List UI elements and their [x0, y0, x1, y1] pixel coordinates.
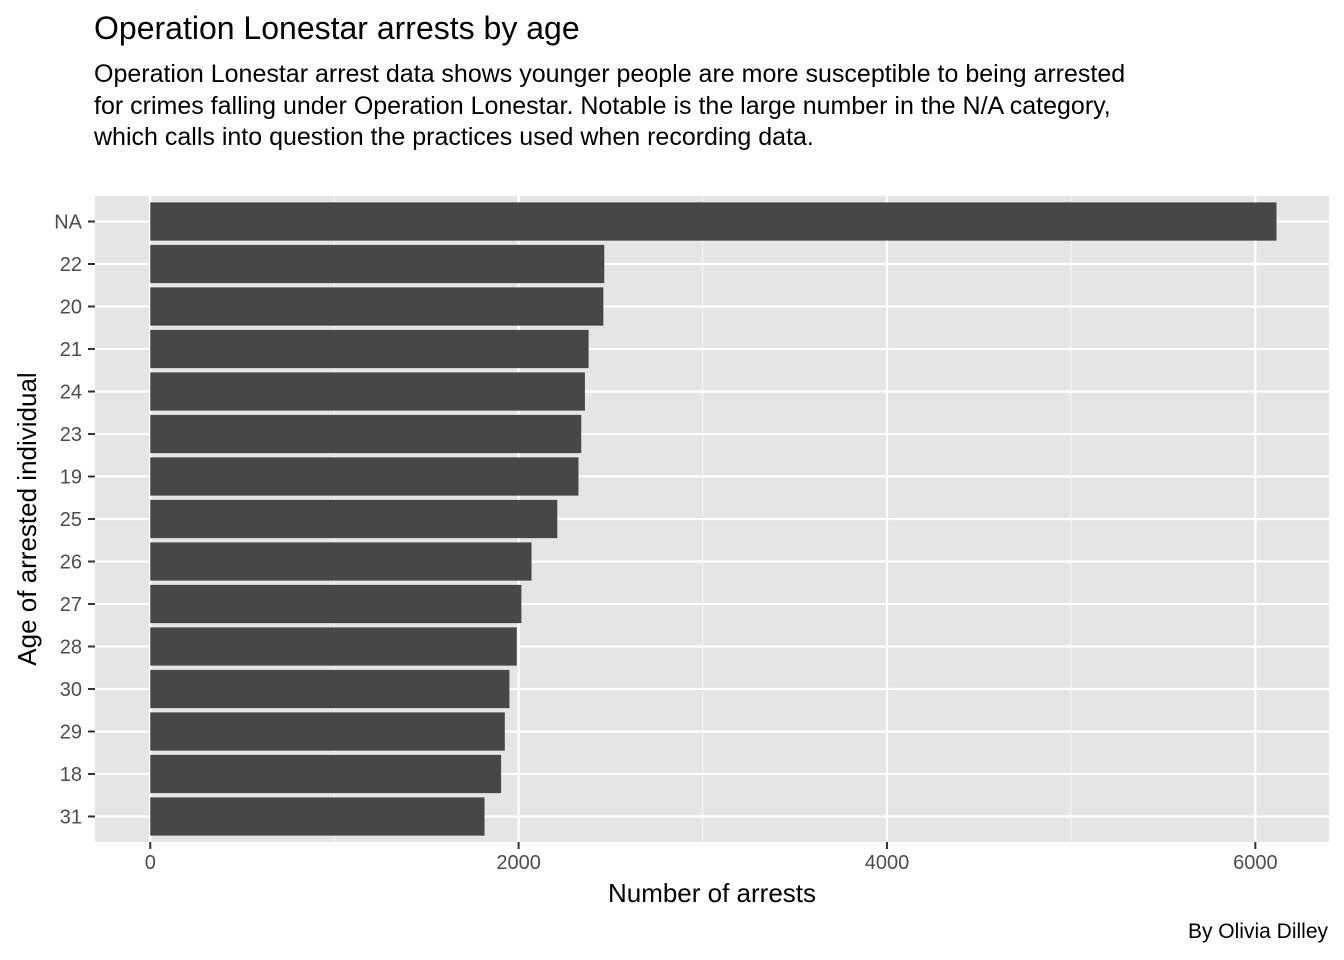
- y-tick-label: 25: [60, 509, 82, 531]
- bar: [150, 287, 604, 326]
- chart-title: Operation Lonestar arrests by age: [94, 10, 580, 46]
- x-tick-label: 4000: [865, 852, 910, 874]
- y-tick-label: 24: [60, 382, 82, 404]
- y-axis: NA 22 20 21 24 23 19 25 26 27 28 30 29 18 31: [54, 212, 95, 829]
- caption: By Olivia Dilley: [1187, 920, 1328, 943]
- y-tick-label: 30: [60, 679, 82, 701]
- y-tick-label: 18: [60, 764, 82, 786]
- bars: [150, 202, 1277, 836]
- y-tick-label: 28: [60, 637, 82, 659]
- bar: [150, 754, 502, 794]
- y-tick-label: 27: [60, 594, 82, 616]
- y-tick-label: NA: [54, 212, 82, 234]
- bar: [150, 584, 522, 624]
- bar: [150, 499, 558, 539]
- bar: [150, 329, 589, 369]
- bar: [150, 712, 505, 751]
- y-tick-label: 26: [60, 552, 82, 574]
- x-axis-title: Number of arrests: [608, 878, 816, 908]
- y-tick-label: 19: [60, 467, 82, 489]
- y-tick-label: 22: [60, 254, 82, 276]
- bar: [150, 372, 585, 411]
- y-tick-label: 20: [60, 297, 82, 319]
- y-tick-label: 21: [60, 339, 82, 361]
- bar: [150, 542, 532, 581]
- y-tick-label: 31: [60, 807, 82, 829]
- y-tick-label: 29: [60, 722, 82, 744]
- bar: [150, 202, 1277, 241]
- bar: [150, 457, 579, 496]
- y-axis-title: Age of arrested individual: [12, 372, 42, 665]
- bar: [150, 669, 510, 709]
- chart-subtitle: Operation Lonestar arrest data shows you…: [94, 60, 1126, 151]
- x-axis: 0 2000 4000 6000: [145, 842, 1278, 874]
- x-tick-label: 0: [145, 852, 156, 874]
- bar: [150, 797, 485, 836]
- bar: [150, 627, 517, 666]
- x-tick-label: 2000: [496, 852, 541, 874]
- y-tick-label: 23: [60, 424, 82, 446]
- x-tick-label: 6000: [1233, 852, 1278, 874]
- bar: [150, 244, 605, 284]
- bar: [150, 414, 582, 454]
